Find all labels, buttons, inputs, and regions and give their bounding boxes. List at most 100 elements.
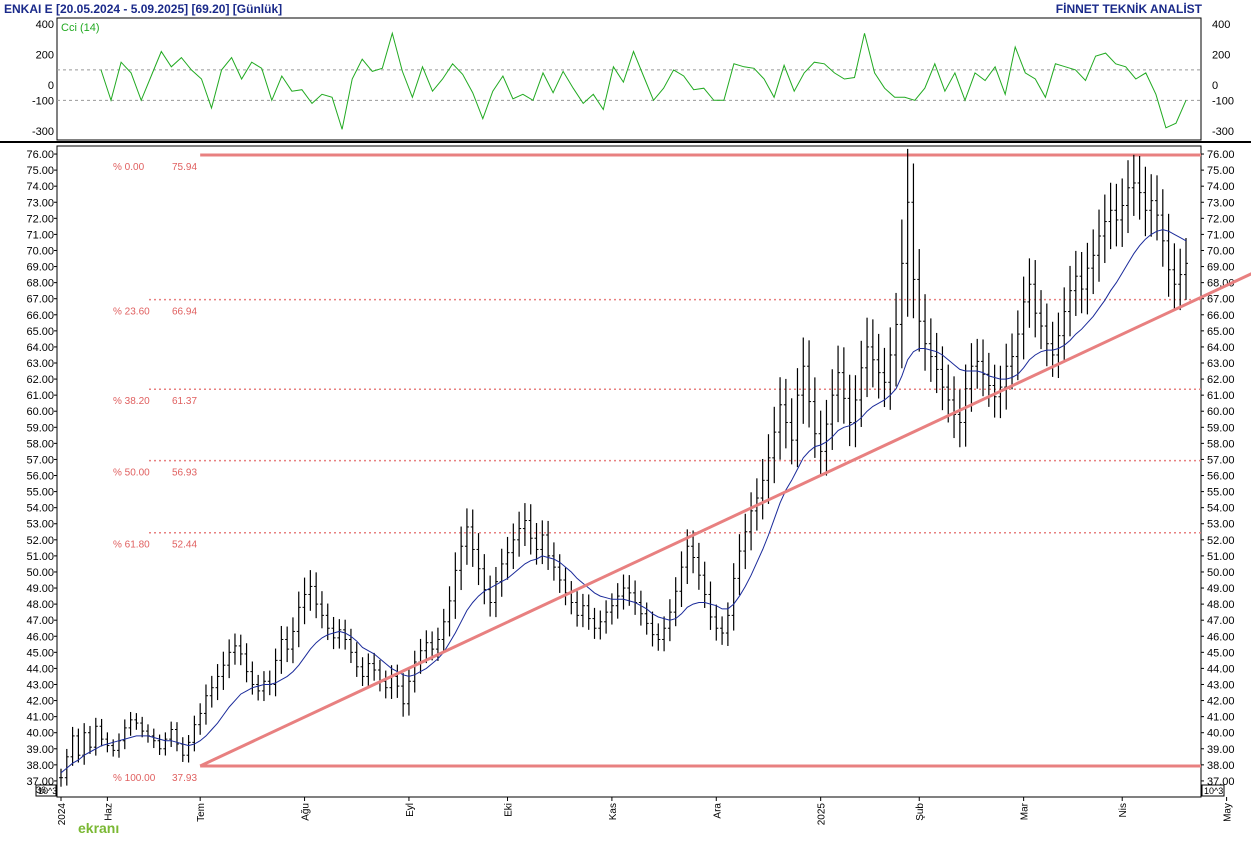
price-tick-label-right: 57.00: [1207, 454, 1235, 466]
price-tick-label-left: 65.00: [26, 326, 54, 338]
price-tick-label-right: 48.00: [1207, 599, 1235, 611]
price-tick-label-left: 50.00: [26, 567, 54, 579]
price-tick-label-left: 71.00: [26, 229, 54, 241]
price-tick-label-right: 43.00: [1207, 679, 1235, 691]
price-tick-label-left: 75.00: [26, 165, 54, 177]
price-tick-label-left: 44.00: [26, 663, 54, 675]
cci-tick-label-left: 200: [36, 50, 54, 62]
price-tick-label-right: 70.00: [1207, 245, 1235, 257]
price-tick-label-left: 69.00: [26, 262, 54, 274]
price-tick-label-right: 47.00: [1207, 615, 1235, 627]
price-tick-label-right: 42.00: [1207, 696, 1235, 708]
price-tick-label-left: 48.00: [26, 599, 54, 611]
price-tick-label-right: 62.00: [1207, 374, 1235, 386]
price-tick-label-left: 68.00: [26, 278, 54, 290]
price-tick-label-right: 41.00: [1207, 712, 1235, 724]
price-tick-label-left: 45.00: [26, 647, 54, 659]
cci-reference-lines: [57, 69, 1201, 101]
price-tick-label-right: 68.00: [1207, 278, 1235, 290]
price-tick-label-right: 76.00: [1207, 149, 1235, 161]
price-tick-label-left: 73.00: [26, 197, 54, 209]
fib-level-value: 52.44: [172, 540, 197, 551]
price-tick-label-left: 55.00: [26, 487, 54, 499]
price-tick-label-left: 54.00: [26, 503, 54, 515]
price-tick-label-right: 49.00: [1207, 583, 1235, 595]
date-tick-label: Tem: [196, 803, 207, 822]
fib-level-percent: % 0.00: [113, 162, 145, 173]
price-tick-label-left: 62.00: [26, 374, 54, 386]
cci-tick-label-right: -300: [1212, 126, 1234, 138]
price-tick-label-right: 55.00: [1207, 487, 1235, 499]
price-tick-label-left: 60.00: [26, 406, 54, 418]
cci-tick-label-right: 0: [1212, 80, 1218, 92]
price-axis-left: 37.0038.0039.0040.0041.0042.0043.0044.00…: [26, 149, 57, 788]
date-tick-label: Mar: [1020, 802, 1031, 820]
price-tick-label-right: 65.00: [1207, 326, 1235, 338]
price-tick-label-right: 66.00: [1207, 310, 1235, 322]
price-tick-label-left: 56.00: [26, 471, 54, 483]
price-tick-label-left: 49.00: [26, 583, 54, 595]
price-tick-label-left: 70.00: [26, 245, 54, 257]
price-tick-label-left: 41.00: [26, 712, 54, 724]
price-tick-label-right: 51.00: [1207, 551, 1235, 563]
price-tick-label-right: 52.00: [1207, 535, 1235, 547]
price-tick-label-left: 66.00: [26, 310, 54, 322]
date-axis: 2024 Haz Tem Ağu Eyl Eki Kas Ara 2025 Şub Mar Nis Ma…: [57, 797, 1234, 825]
scale-badge-left-text: 10^3: [38, 786, 57, 796]
cci-axis-left: 400 200 0 -100 -300: [32, 19, 54, 138]
price-tick-label-left: 76.00: [26, 149, 54, 161]
price-tick-label-right: 60.00: [1207, 406, 1235, 418]
price-tick-label-right: 61.00: [1207, 390, 1235, 402]
price-tick-label-right: 46.00: [1207, 631, 1235, 643]
watermark-logo: ekranı: [78, 820, 119, 836]
price-tick-label-right: 53.00: [1207, 519, 1235, 531]
ohlc-bars: [59, 148, 1188, 787]
price-tick-label-right: 44.00: [1207, 663, 1235, 675]
fib-level-value: 75.94: [172, 162, 197, 173]
price-tick-label-left: 43.00: [26, 679, 54, 691]
scale-badge-right: [1201, 784, 1225, 797]
price-tick-label-left: 67.00: [26, 294, 54, 306]
cci-tick-label-left: -100: [32, 95, 54, 107]
cci-tick-label-left: 0: [48, 80, 54, 92]
price-tick-label-left: 59.00: [26, 422, 54, 434]
fibonacci-levels: % 0.00 75.94 % 23.60 66.94 % 38.20 61.37 % 50.…: [113, 153, 1201, 784]
price-tick-label-left: 47.00: [26, 615, 54, 627]
scale-badge-left: [35, 784, 57, 797]
date-tick-label: Ağu: [301, 803, 312, 821]
fibonacci-trend-line: [199, 272, 1251, 768]
cci-tick-label-right: -100: [1212, 95, 1234, 107]
price-tick-label-left: 52.00: [26, 535, 54, 547]
vendor-label: FİNNET TEKNİK ANALİST: [1056, 1, 1203, 16]
fib-level-percent: % 23.60: [113, 307, 150, 318]
price-tick-label-right: 56.00: [1207, 471, 1235, 483]
cci-label: Cci (14): [61, 22, 100, 34]
price-tick-label-left: 57.00: [26, 454, 54, 466]
price-tick-label-right: 71.00: [1207, 229, 1235, 241]
price-tick-label-left: 42.00: [26, 696, 54, 708]
date-tick-label: Eyl: [405, 803, 416, 817]
fib-level-percent: % 38.20: [113, 396, 150, 407]
price-tick-label-right: 74.00: [1207, 181, 1235, 193]
price-tick-label-right: 38.00: [1207, 760, 1235, 772]
cci-line: [100, 31, 1187, 130]
date-tick-label: Ara: [712, 803, 723, 819]
date-tick-label: Kas: [608, 803, 619, 820]
fib-level-value: 61.37: [172, 396, 197, 407]
price-tick-label-left: 53.00: [26, 519, 54, 531]
price-tick-label-right: 40.00: [1207, 728, 1235, 740]
cci-tick-label-left: 400: [36, 19, 54, 31]
price-tick-label-right: 54.00: [1207, 503, 1235, 515]
price-tick-label-left: 58.00: [26, 438, 54, 450]
price-tick-label-left: 39.00: [26, 744, 54, 756]
price-tick-label-right: 73.00: [1207, 197, 1235, 209]
price-tick-label-right: 58.00: [1207, 438, 1235, 450]
price-tick-label-right: 64.00: [1207, 342, 1235, 354]
chart-title: ENKAI E [20.05.2024 - 5.09.2025] [69.20]…: [4, 2, 282, 16]
price-tick-label-left: 72.00: [26, 213, 54, 225]
fib-level-percent: % 61.80: [113, 540, 150, 551]
bottom-cut-label: 36.: [36, 785, 49, 795]
date-tick-label: Haz: [103, 803, 114, 821]
date-tick-label: Eki: [504, 803, 515, 817]
